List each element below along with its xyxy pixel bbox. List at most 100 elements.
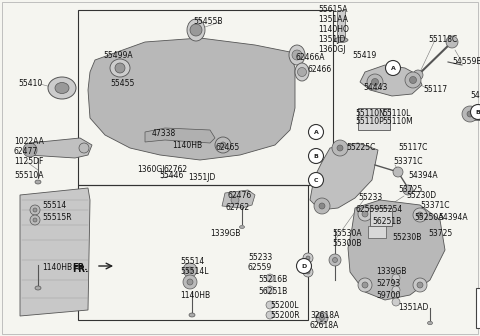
- Text: 55233: 55233: [358, 194, 382, 203]
- Circle shape: [303, 267, 313, 277]
- Circle shape: [309, 172, 324, 187]
- Circle shape: [187, 279, 193, 285]
- Polygon shape: [222, 190, 255, 208]
- Text: 1351AD: 1351AD: [398, 303, 428, 312]
- Text: 1351JD: 1351JD: [318, 36, 346, 44]
- Text: 55419: 55419: [352, 50, 376, 59]
- Bar: [476, 288, 480, 328]
- Text: FR.: FR.: [72, 263, 87, 272]
- Circle shape: [409, 77, 417, 84]
- Text: 55200R: 55200R: [270, 311, 300, 321]
- Circle shape: [413, 70, 423, 80]
- Text: 62477: 62477: [14, 148, 38, 157]
- Circle shape: [417, 282, 423, 288]
- Polygon shape: [28, 138, 92, 158]
- Bar: [370, 208, 392, 226]
- Text: 55455B: 55455B: [193, 17, 223, 27]
- Text: 62762: 62762: [163, 166, 187, 174]
- Text: 62762: 62762: [225, 204, 249, 212]
- Circle shape: [220, 142, 226, 148]
- Text: 1140HB: 1140HB: [42, 263, 72, 272]
- Circle shape: [187, 267, 193, 273]
- Circle shape: [292, 50, 302, 60]
- Circle shape: [319, 203, 325, 209]
- Text: 54559C: 54559C: [470, 91, 480, 100]
- Text: 55254: 55254: [378, 206, 402, 214]
- Text: 1125DF: 1125DF: [14, 158, 43, 167]
- Text: 55514: 55514: [180, 257, 204, 266]
- Circle shape: [413, 208, 427, 222]
- Ellipse shape: [428, 321, 432, 325]
- Text: 55300B: 55300B: [332, 240, 361, 249]
- Circle shape: [79, 143, 89, 153]
- Text: A: A: [313, 129, 318, 134]
- Text: 1140HO: 1140HO: [318, 26, 349, 35]
- Text: B: B: [476, 110, 480, 115]
- Circle shape: [337, 145, 343, 151]
- Text: 62618A: 62618A: [310, 322, 339, 331]
- Text: 55515R: 55515R: [42, 213, 72, 222]
- Ellipse shape: [187, 19, 205, 41]
- Circle shape: [405, 72, 421, 88]
- Circle shape: [467, 111, 473, 117]
- Text: 53725: 53725: [428, 229, 452, 239]
- Text: 59700: 59700: [376, 292, 400, 300]
- Text: 32618A: 32618A: [310, 311, 339, 321]
- Text: 62466: 62466: [307, 66, 331, 75]
- Circle shape: [115, 63, 125, 73]
- Text: 47338: 47338: [152, 129, 176, 138]
- Text: 53725: 53725: [398, 185, 422, 195]
- Text: 53371C: 53371C: [420, 202, 449, 210]
- Circle shape: [413, 278, 427, 292]
- Circle shape: [362, 282, 368, 288]
- Text: 55118C: 55118C: [428, 36, 457, 44]
- Circle shape: [306, 256, 310, 260]
- Circle shape: [309, 149, 324, 164]
- Text: 55455: 55455: [110, 80, 134, 88]
- Text: FR.: FR.: [72, 265, 88, 275]
- Circle shape: [215, 137, 231, 153]
- Circle shape: [392, 286, 400, 294]
- Text: 55410: 55410: [18, 80, 42, 88]
- Ellipse shape: [55, 83, 69, 93]
- Text: 54394A: 54394A: [438, 213, 468, 222]
- Circle shape: [403, 185, 413, 195]
- Circle shape: [385, 60, 400, 76]
- Text: 55230D: 55230D: [406, 192, 436, 201]
- Circle shape: [183, 263, 197, 277]
- Circle shape: [297, 258, 312, 274]
- Bar: [368, 226, 386, 238]
- Text: 55510A: 55510A: [14, 170, 44, 179]
- Text: 1140HB: 1140HB: [180, 292, 210, 300]
- Circle shape: [358, 278, 372, 292]
- Text: 55216B: 55216B: [258, 276, 287, 285]
- Ellipse shape: [35, 286, 41, 290]
- Ellipse shape: [240, 225, 244, 228]
- Circle shape: [30, 215, 40, 225]
- Text: 56251B: 56251B: [258, 288, 287, 296]
- Text: 62559: 62559: [356, 206, 380, 214]
- Text: 55117: 55117: [423, 85, 447, 94]
- Text: B: B: [313, 154, 318, 159]
- Text: 55530A: 55530A: [332, 229, 361, 239]
- Bar: [358, 108, 390, 130]
- Circle shape: [231, 196, 239, 204]
- Text: 55615A: 55615A: [318, 5, 348, 14]
- Circle shape: [23, 143, 37, 157]
- Text: 55446: 55446: [159, 171, 183, 180]
- Polygon shape: [310, 143, 378, 210]
- Circle shape: [316, 312, 328, 324]
- Circle shape: [417, 212, 423, 218]
- Text: 55250A: 55250A: [414, 213, 444, 222]
- Polygon shape: [348, 200, 445, 300]
- Circle shape: [367, 74, 383, 90]
- Text: D: D: [301, 263, 307, 268]
- Text: 55514L: 55514L: [180, 267, 208, 277]
- Circle shape: [266, 274, 274, 282]
- Text: 55230B: 55230B: [392, 234, 421, 243]
- Ellipse shape: [110, 59, 130, 77]
- Circle shape: [392, 274, 400, 282]
- Text: C: C: [314, 177, 318, 182]
- Text: 1339GB: 1339GB: [376, 267, 407, 277]
- Circle shape: [266, 286, 274, 294]
